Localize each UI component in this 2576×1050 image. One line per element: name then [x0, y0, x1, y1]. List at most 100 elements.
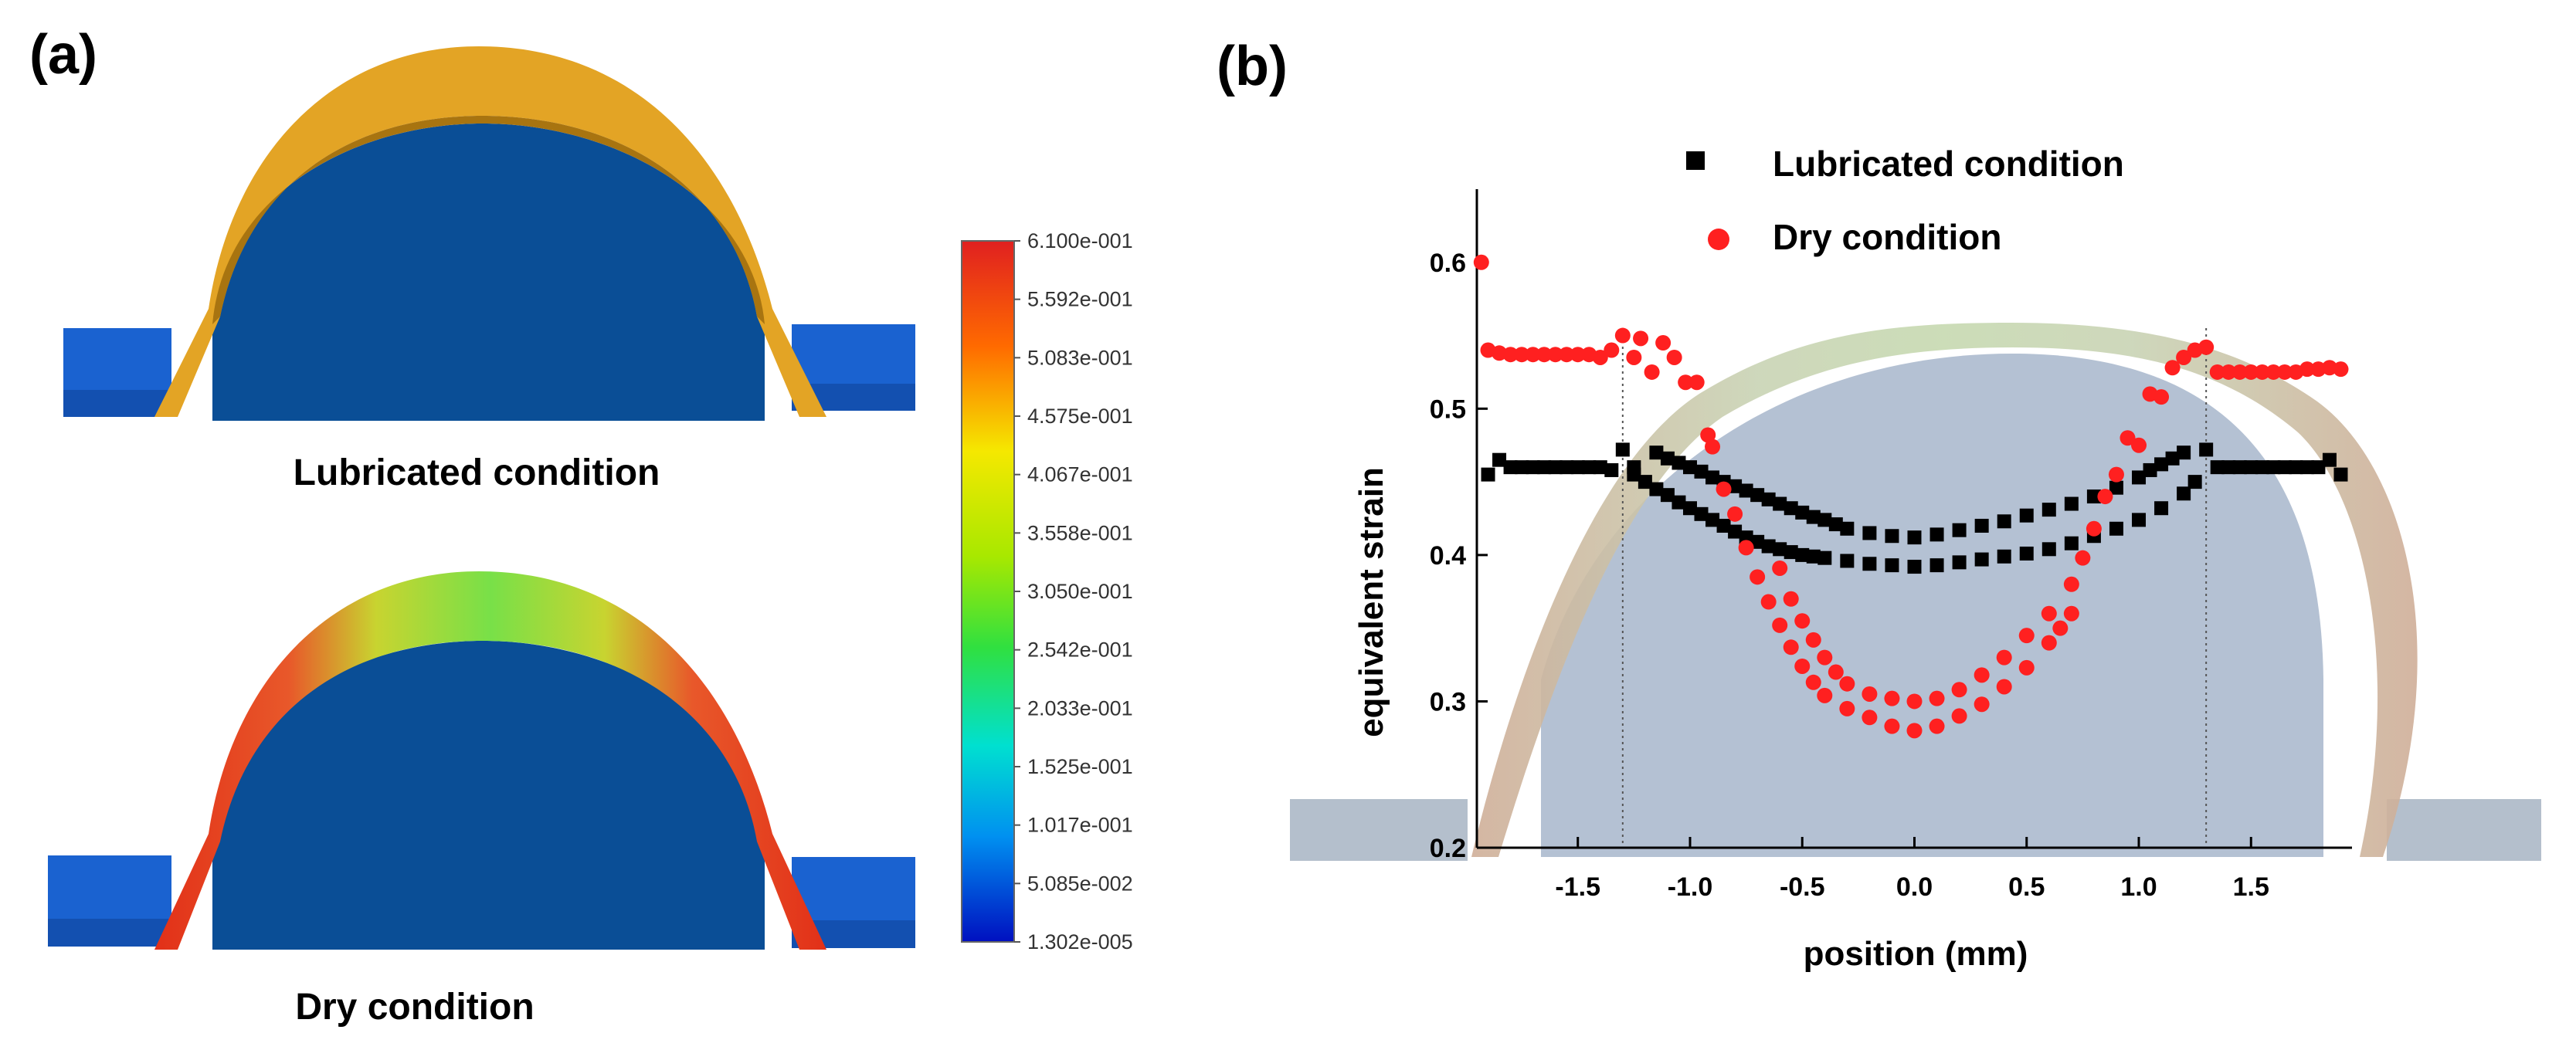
lubricated-point [2109, 521, 2123, 536]
dry-point [1633, 330, 1649, 347]
dry-point [1884, 690, 1900, 706]
dry-point [1805, 632, 1821, 648]
lubricated-point [1862, 557, 1877, 571]
lubricated-point [2109, 480, 2123, 495]
lubricated-point [1952, 523, 1967, 537]
dry-point [1614, 327, 1631, 344]
lubricated-simulation: Lubricated condition [63, 46, 915, 493]
lubricated-point [1862, 526, 1877, 540]
lubricated-point [1615, 442, 1630, 457]
right-block-backdrop [2387, 799, 2541, 861]
lubricated-point [2143, 462, 2157, 477]
lubricated-point [1761, 539, 1776, 554]
x-tick-label: 1.0 [2120, 872, 2157, 902]
lubricated-point [1739, 483, 1753, 498]
lubricated-point [2019, 508, 2034, 523]
dry-point [2108, 466, 2124, 483]
dry-point [1492, 345, 1508, 361]
lubricated-point [2132, 513, 2147, 527]
legend-dry-marker [1708, 229, 1729, 250]
lubricated-point [2154, 457, 2169, 472]
x-tick-label: 0.5 [2008, 872, 2045, 902]
x-axis-title: position (mm) [1804, 935, 2028, 973]
lubricated-point [1672, 456, 1686, 470]
dry-point [1996, 679, 2012, 695]
lubricated-point [1705, 470, 1720, 485]
lubricated-point [1817, 513, 1832, 527]
lubricated-point [1660, 488, 1675, 503]
lubricated-point [2086, 489, 2101, 504]
dry-point [1760, 594, 1777, 610]
lubricated-point [1593, 460, 1607, 475]
dry-point [1772, 617, 1788, 633]
lubricated-point [1694, 464, 1709, 479]
y-tick-label: 0.3 [1430, 687, 1466, 716]
y-tick-label: 0.5 [1430, 395, 1466, 424]
dry-point [1604, 342, 1620, 358]
lubricated-point [2299, 460, 2314, 475]
lubricated-point [2199, 442, 2214, 457]
dry-point [1783, 591, 1799, 607]
lubricated-point [1840, 554, 1855, 568]
dry-point [1705, 439, 1721, 455]
dry-point [1666, 349, 1682, 365]
lubricated-point [2277, 460, 2292, 475]
dry-point [2018, 628, 2035, 644]
dry-point [2052, 620, 2069, 636]
lubricated-point [1481, 467, 1495, 482]
dry-point [1974, 667, 1990, 683]
lubricated-point [1929, 558, 1944, 573]
lubricated-point [2132, 470, 2147, 485]
dry-point [1644, 364, 1660, 380]
lubricated-point [2255, 460, 2269, 475]
lubricated-point [2154, 501, 2169, 516]
lubricated-point [1840, 521, 1855, 536]
colorbar-labels: 6.100e-001 5.592e-001 5.083e-001 4.575e-001… [1014, 229, 1133, 953]
dry-point [1570, 347, 1586, 363]
colorbar: 6.100e-001 5.592e-001 5.083e-001 4.575e-001… [961, 229, 1133, 953]
dry-point [1626, 349, 1642, 365]
lubricated-point [1503, 460, 1518, 475]
dry-point [1688, 374, 1705, 391]
dry-caption: Dry condition [295, 987, 534, 1028]
lubricated-point [1997, 514, 2011, 529]
lubricated-point [2266, 460, 2281, 475]
lubricated-point [1750, 488, 1765, 503]
dry-point [1514, 347, 1530, 363]
dry-point [1862, 710, 1878, 726]
lubricated-point [1582, 460, 1597, 475]
y-tick-label: 0.6 [1430, 249, 1466, 278]
dry-point [1473, 254, 1489, 270]
lubricated-point [1952, 555, 1967, 570]
lubricated-point [2289, 460, 2303, 475]
lubricated-point [1649, 445, 1664, 460]
dry-point [2041, 605, 2057, 622]
series-dry [1473, 254, 2349, 739]
dry-point [2075, 550, 2091, 566]
lubricated-point [1784, 501, 1798, 516]
colorbar-tick-label: 3.558e-001 [1027, 521, 1133, 544]
legend-lubricated-label: Lubricated condition [1773, 144, 2124, 184]
legend-lubricated-marker [1686, 151, 1705, 170]
x-tick-label: 1.5 [2233, 872, 2269, 902]
dry-strip [154, 571, 826, 950]
dry-point [2018, 659, 2035, 676]
left-block-backdrop [1290, 799, 1468, 861]
x-tick-label: -0.5 [1780, 872, 1825, 902]
dry-point [2131, 437, 2147, 453]
lubricated-point [2064, 496, 2079, 511]
lubricated-point [2019, 546, 2034, 561]
dry-point [2164, 360, 2181, 376]
lubricated-point [2232, 460, 2247, 475]
lubricated-point [1806, 549, 1821, 564]
legend-dry-label: Dry condition [1773, 217, 2001, 257]
dry-point [2310, 361, 2327, 378]
dry-point [2153, 389, 2170, 405]
dry-point [1559, 347, 1575, 363]
colorbar-tick-label: 2.542e-001 [1027, 638, 1133, 662]
lubricated-point [1817, 550, 1832, 565]
lubricated-point [2064, 536, 2079, 550]
lubricated-point [1728, 479, 1743, 493]
dry-point [1805, 674, 1821, 690]
